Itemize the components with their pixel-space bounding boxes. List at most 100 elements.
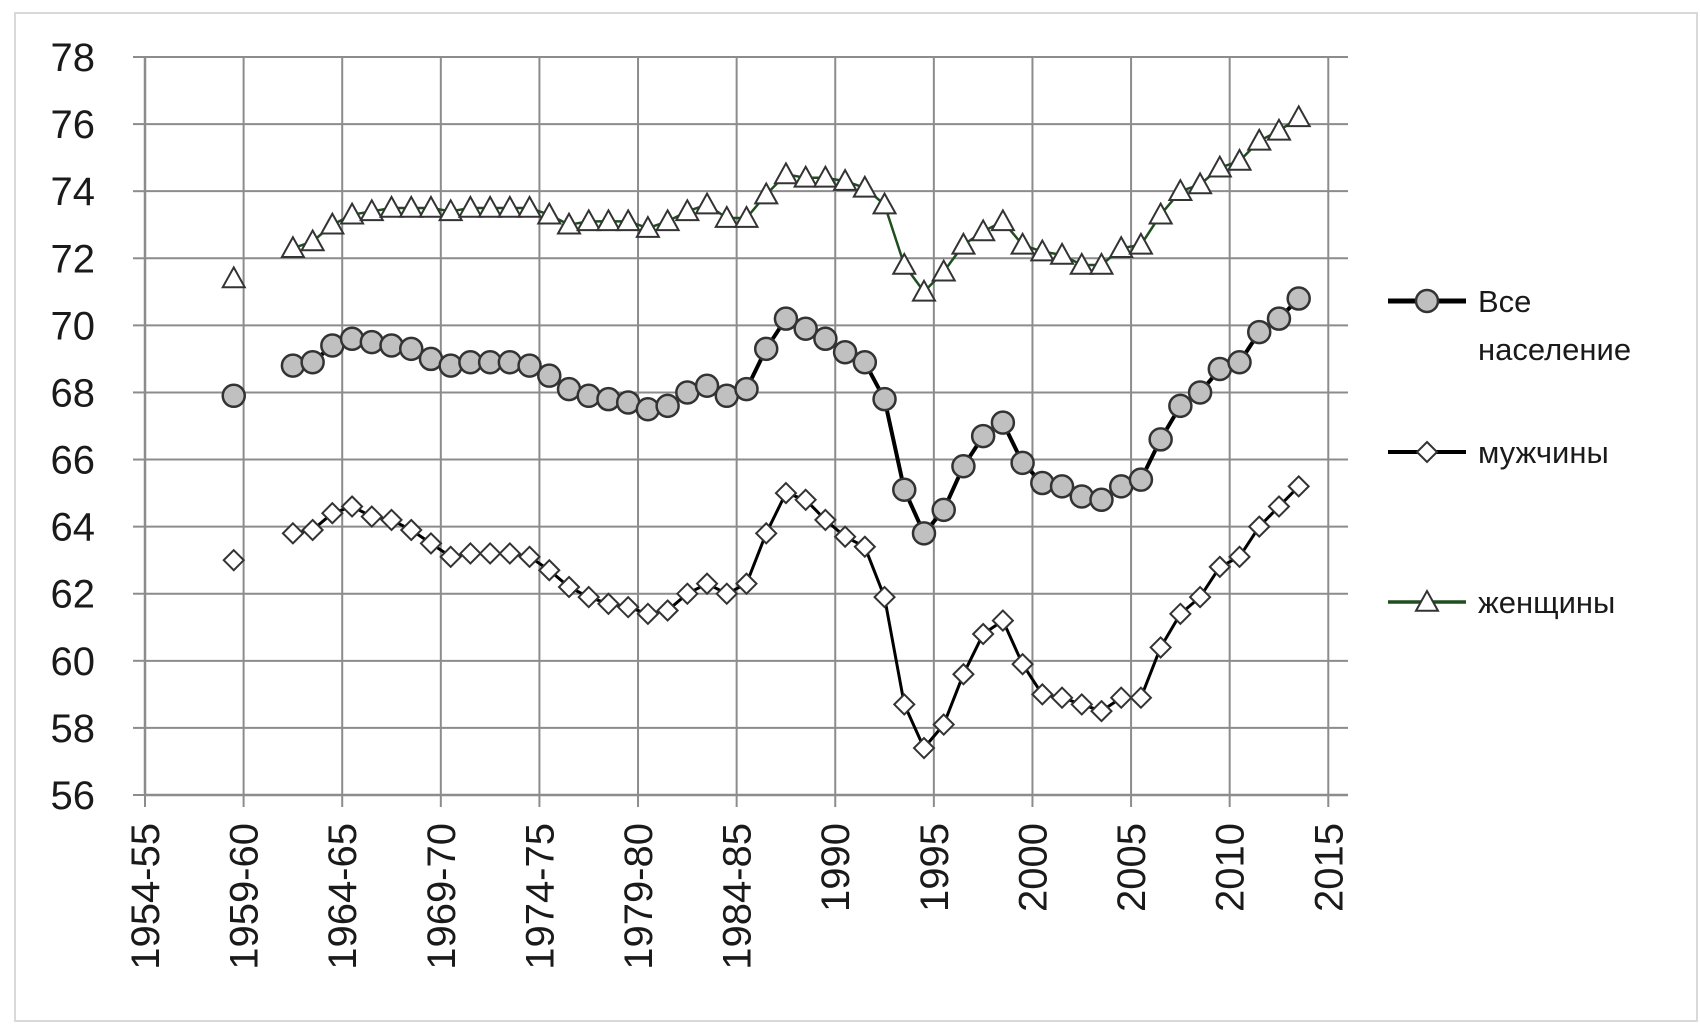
point-women-38 (1009, 231, 1036, 255)
point-all-29 (832, 339, 858, 365)
point-women-20 (654, 208, 681, 232)
point-all-5 (359, 329, 385, 355)
point-women-37 (990, 208, 1016, 232)
point-men-35 (952, 662, 975, 686)
point-all-12 (497, 350, 523, 375)
x-tick-label-2015: 2015 (1307, 823, 1351, 912)
point-men-37 (991, 609, 1015, 632)
point-women-42 (1088, 251, 1115, 275)
y-tick-label-58: 58 (51, 707, 96, 751)
y-tick-label-78: 78 (51, 36, 96, 80)
y-tick-label-56: 56 (51, 774, 96, 818)
point-women-48 (1207, 154, 1233, 178)
point-all-9 (438, 353, 463, 378)
point-men-51 (1267, 495, 1291, 518)
point-men-19 (636, 602, 660, 626)
point-women-3 (319, 211, 346, 235)
point-women-11 (477, 194, 503, 218)
point-women-17 (595, 208, 622, 232)
point-men-49 (1228, 545, 1251, 569)
point-men-21 (675, 582, 699, 606)
point-women-49 (1226, 147, 1253, 171)
legend: Все население мужчины женщины (1388, 284, 1631, 620)
point-all-39 (1030, 470, 1055, 496)
point-women-5 (359, 198, 385, 222)
point-women-35 (950, 231, 977, 255)
point-women-16 (576, 208, 602, 232)
point-all-34 (931, 497, 956, 523)
legend-label-men: мужчины (1478, 435, 1609, 470)
point-all-40 (1049, 474, 1075, 499)
point-men-40 (1050, 686, 1074, 710)
point-women-44 (1128, 231, 1154, 255)
point-men-45 (1149, 635, 1173, 659)
legend-marker-men (1415, 440, 1439, 464)
point-women-19 (635, 215, 661, 238)
point-women-13 (516, 194, 543, 218)
point-all-6 (379, 333, 404, 358)
point-men-2 (301, 518, 325, 542)
point-men-7 (399, 518, 423, 542)
point-women-40 (1049, 241, 1075, 265)
y-tick-label-72: 72 (51, 237, 96, 281)
point-men-20 (656, 599, 680, 622)
x-tick-labels: 1954-55 1959-60 1964-65 1969-70 1974-75 1979-… (124, 823, 1351, 970)
point-all-47 (1187, 380, 1213, 405)
point-women-51 (1266, 117, 1292, 141)
point-men-39 (1030, 682, 1054, 706)
point-women-33 (911, 278, 937, 302)
point-men-33 (912, 736, 936, 760)
y-tick-label-66: 66 (51, 439, 96, 483)
point-women-52 (1285, 104, 1312, 128)
point-women-26 (773, 161, 799, 185)
point-all-50 (1247, 319, 1272, 345)
point-women-45 (1147, 201, 1174, 225)
point-men-4 (340, 495, 364, 518)
x-tick-label-1965: 1964-65 (321, 823, 365, 970)
point-men-52 (1287, 474, 1311, 498)
point-all-1 (280, 353, 306, 378)
point-men-8 (419, 531, 443, 555)
point-women-9 (437, 198, 464, 222)
point-all-13 (517, 353, 542, 378)
point-men-24 (735, 572, 758, 596)
point-all-24 (734, 376, 759, 402)
point-all-25 (753, 336, 779, 362)
point-men-6 (380, 508, 403, 532)
point-men-26 (774, 481, 798, 505)
point-women-21 (674, 198, 701, 222)
point-all-7 (398, 336, 424, 362)
y-tick-label-62: 62 (51, 573, 96, 617)
point-men-16 (577, 585, 601, 609)
point-all-45 (1148, 427, 1173, 452)
point-all-52 (1286, 286, 1311, 311)
point-men-41 (1070, 693, 1094, 716)
point-men-27 (794, 488, 818, 512)
point-all-19 (635, 396, 661, 422)
point-women-1 (280, 235, 306, 259)
point-men-12 (498, 542, 522, 565)
point-men-18 (616, 595, 640, 619)
x-tick-label-1975: 1974-75 (518, 823, 562, 970)
legend-marker-women (1414, 588, 1440, 612)
point-men-30 (853, 535, 877, 559)
point-all-42 (1089, 487, 1114, 513)
point-men-31 (873, 585, 896, 609)
point-men-47 (1188, 585, 1212, 609)
point-men-34 (932, 713, 956, 736)
point-all-16 (576, 383, 601, 409)
point-all-28 (813, 326, 838, 352)
point-women-34 (931, 258, 957, 282)
point-men-29 (833, 525, 857, 549)
series-line-women (292, 116, 1300, 294)
point-women-10 (457, 194, 484, 218)
point-women-14 (536, 201, 562, 225)
point-men-9 (439, 545, 463, 569)
point-all-31 (872, 386, 897, 412)
point-men-14 (537, 558, 561, 582)
point-women-41 (1069, 251, 1095, 275)
point-women-46 (1167, 178, 1194, 201)
point-all-14 (537, 363, 562, 388)
point-all-26 (773, 306, 799, 331)
point-women-28 (812, 164, 839, 188)
